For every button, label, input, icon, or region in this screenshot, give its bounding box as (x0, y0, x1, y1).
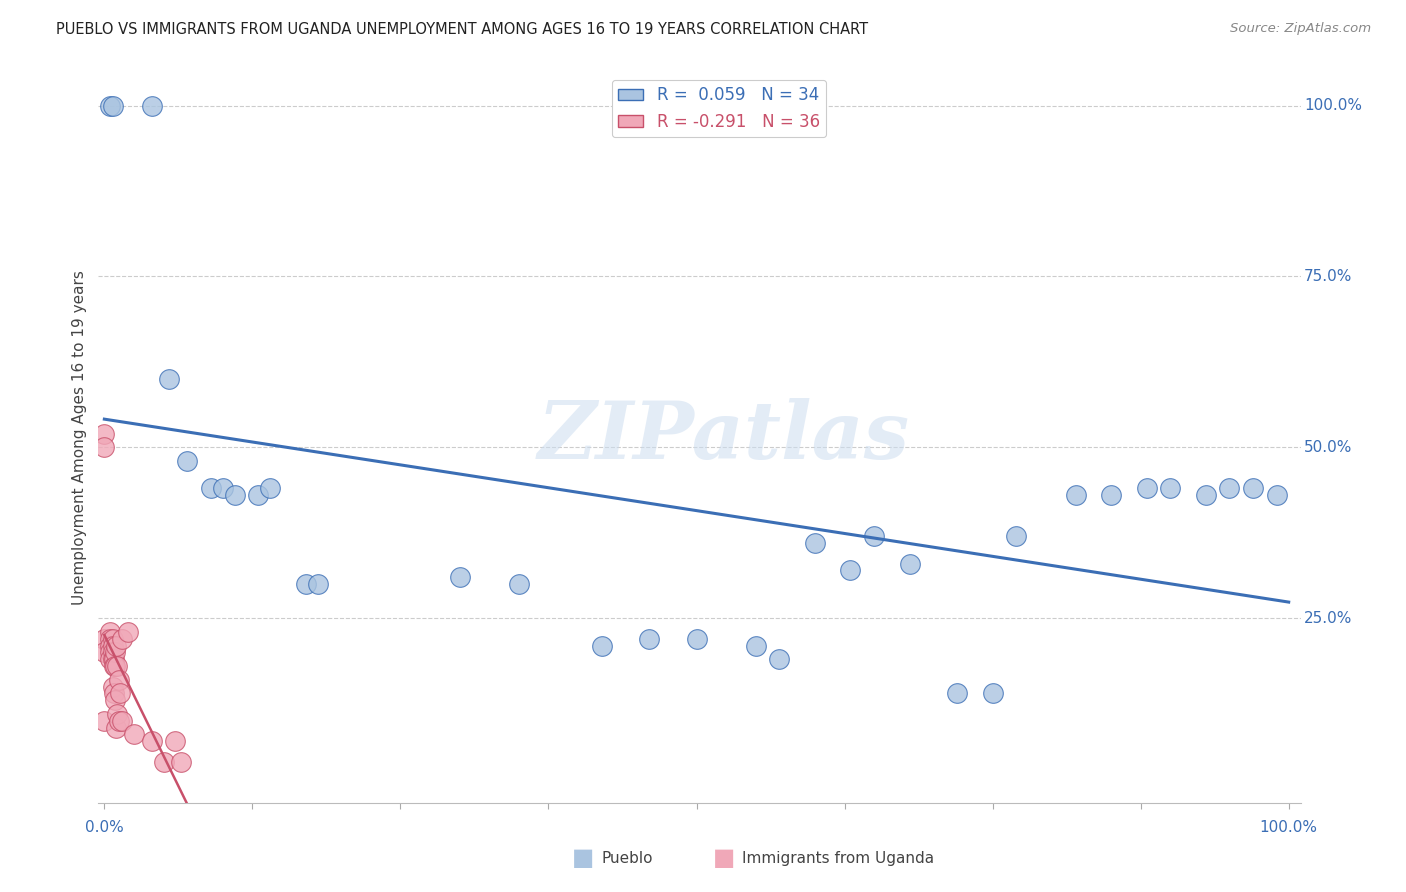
Text: Pueblo: Pueblo (602, 851, 654, 865)
Point (1195, 488, 1218, 502)
Point (108, 686, 131, 700)
Point (111, 714, 134, 728)
Text: Source: ZipAtlas.com: Source: ZipAtlas.com (1230, 22, 1371, 36)
Y-axis label: Unemployment Among Ages 16 to 19 years: Unemployment Among Ages 16 to 19 years (72, 269, 87, 605)
Point (93, 714, 115, 728)
Point (159, 372, 181, 386)
Point (804, 536, 827, 550)
Point (141, 98, 163, 112)
Point (98, 632, 121, 646)
Point (211, 481, 233, 495)
Point (259, 481, 281, 495)
Point (101, 632, 124, 646)
Point (247, 488, 270, 502)
Text: 50.0%: 50.0% (1305, 440, 1353, 455)
Point (98, 98, 121, 112)
Point (105, 706, 128, 721)
Point (117, 624, 139, 639)
Point (93, 632, 115, 646)
Point (170, 755, 193, 769)
Point (294, 577, 316, 591)
Point (863, 529, 886, 543)
Point (101, 680, 124, 694)
Point (176, 454, 198, 468)
Point (103, 686, 125, 700)
Point (1005, 529, 1028, 543)
Point (449, 570, 471, 584)
Point (946, 686, 969, 700)
Text: ZIPatlas: ZIPatlas (537, 399, 910, 475)
Point (107, 714, 129, 728)
Point (898, 557, 921, 571)
Point (98, 645, 121, 659)
Point (591, 639, 613, 653)
Point (839, 563, 862, 577)
Point (98, 652, 121, 666)
Point (122, 727, 145, 741)
Point (638, 632, 661, 646)
Point (101, 98, 124, 112)
Point (1135, 481, 1157, 495)
Point (981, 686, 1004, 700)
Point (107, 673, 129, 687)
Text: ■: ■ (572, 847, 595, 870)
Point (685, 632, 707, 646)
Point (141, 734, 163, 748)
Point (93, 426, 115, 441)
Point (768, 652, 790, 666)
Point (165, 734, 187, 748)
Point (101, 652, 124, 666)
Point (1099, 488, 1122, 502)
Point (1265, 488, 1288, 502)
Text: PUEBLO VS IMMIGRANTS FROM UGANDA UNEMPLOYMENT AMONG AGES 16 TO 19 YEARS CORRELAT: PUEBLO VS IMMIGRANTS FROM UGANDA UNEMPLO… (56, 22, 869, 37)
Point (1064, 488, 1087, 502)
Text: 25.0%: 25.0% (1305, 611, 1353, 625)
Text: 75.0%: 75.0% (1305, 268, 1353, 284)
Point (93, 440, 115, 454)
Legend: R =  0.059   N = 34, R = -0.291   N = 36: R = 0.059 N = 34, R = -0.291 N = 36 (612, 79, 827, 137)
Point (105, 639, 128, 653)
Point (745, 639, 768, 653)
Point (101, 639, 124, 653)
Text: Immigrants from Uganda: Immigrants from Uganda (742, 851, 935, 865)
Point (93, 645, 115, 659)
Text: 0.0%: 0.0% (84, 820, 124, 835)
Point (1159, 481, 1181, 495)
Point (111, 632, 134, 646)
Point (200, 481, 222, 495)
Point (104, 693, 127, 707)
Point (98, 624, 121, 639)
Point (104, 645, 127, 659)
Point (508, 577, 530, 591)
Point (98, 639, 121, 653)
Text: ■: ■ (713, 847, 735, 870)
Point (1241, 481, 1264, 495)
Point (105, 659, 128, 673)
Point (307, 577, 329, 591)
Point (101, 645, 124, 659)
Point (224, 488, 246, 502)
Point (105, 721, 128, 735)
Text: 100.0%: 100.0% (1260, 820, 1317, 835)
Text: 100.0%: 100.0% (1305, 98, 1362, 113)
Point (152, 755, 174, 769)
Point (103, 659, 125, 673)
Point (104, 659, 127, 673)
Point (1218, 481, 1240, 495)
Point (103, 652, 125, 666)
